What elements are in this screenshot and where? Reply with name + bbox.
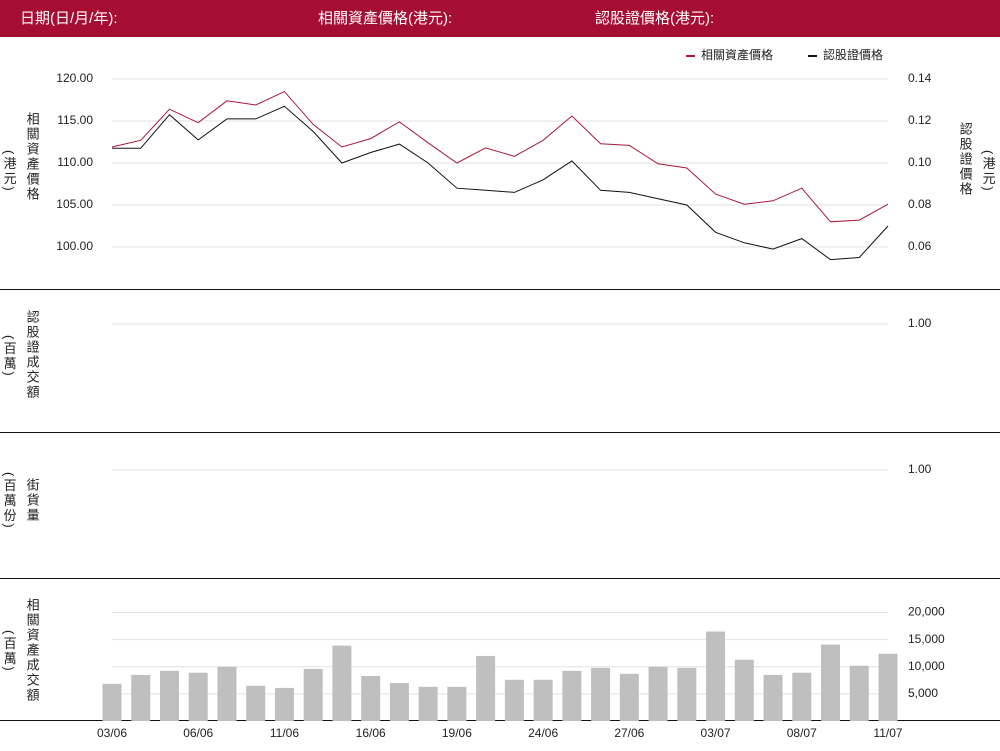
bar — [303, 668, 323, 721]
y2-tick-label: 0.12 — [908, 113, 932, 127]
x-tick-label: 03/06 — [97, 726, 127, 740]
y2-axis-unit: (港元) — [981, 150, 996, 193]
underlying-label: 相關資產價格(港元): — [318, 10, 452, 27]
bar — [821, 644, 841, 721]
y-tick-label: 1.00 — [908, 316, 932, 330]
bar — [447, 686, 467, 721]
bar — [763, 674, 783, 721]
y-tick-label: 105.00 — [56, 197, 93, 211]
bar — [734, 659, 754, 721]
bar — [849, 665, 869, 721]
x-tick-label: 03/07 — [701, 726, 731, 740]
bar — [361, 675, 381, 721]
x-tick-label: 24/06 — [528, 726, 558, 740]
date-label: 日期(日/月/年): — [20, 10, 118, 27]
bar — [418, 686, 438, 721]
x-tick-label: 19/06 — [442, 726, 472, 740]
y-tick-label: 10,000 — [908, 659, 945, 673]
header-bar — [0, 0, 1000, 37]
y-tick-label: 115.00 — [57, 113, 93, 127]
bar — [188, 672, 208, 721]
y-axis-unit: (百萬) — [2, 335, 17, 378]
y-tick-label: 120.00 — [56, 71, 93, 85]
y-tick-label: 1.00 — [908, 462, 932, 476]
bar — [619, 673, 639, 721]
x-tick-label: 27/06 — [614, 726, 644, 740]
y-axis-unit: (百萬) — [2, 630, 17, 673]
y-axis-unit: (百萬份) — [2, 472, 17, 530]
y-tick-label: 20,000 — [908, 605, 945, 619]
line-series — [112, 105, 889, 261]
bar — [102, 683, 122, 721]
x-tick-label: 11/06 — [270, 726, 299, 740]
legend-label: 認股證價格 — [823, 47, 883, 62]
bar — [131, 674, 151, 721]
warrant-label: 認股證價格(港元): — [595, 10, 714, 27]
y-tick-label: 100.00 — [56, 239, 93, 253]
bar — [878, 653, 898, 721]
bar — [648, 666, 668, 721]
bar — [159, 670, 179, 721]
y-tick-label: 5,000 — [908, 686, 938, 700]
legend-label: 相關資產價格 — [701, 47, 773, 62]
y2-tick-label: 0.06 — [908, 239, 932, 253]
bar — [274, 687, 294, 721]
line-series — [111, 90, 889, 223]
bar — [706, 631, 726, 721]
y2-tick-label: 0.10 — [908, 155, 932, 169]
y2-tick-label: 0.08 — [908, 197, 932, 211]
bar — [591, 667, 611, 721]
bar — [246, 685, 266, 721]
bar — [562, 670, 582, 721]
bar — [476, 655, 496, 721]
x-tick-label: 11/07 — [873, 726, 902, 740]
y2-tick-label: 0.14 — [908, 71, 932, 85]
bar — [533, 679, 553, 721]
bar — [217, 666, 237, 721]
y2-axis-title: 認股證價格 — [958, 121, 973, 197]
x-tick-label: 08/07 — [787, 726, 817, 740]
bar — [677, 667, 697, 721]
y-axis-title: 認股證成交額 — [25, 309, 40, 400]
x-tick-label: 06/06 — [183, 726, 213, 740]
bar — [332, 645, 352, 721]
y-axis-title: 街貨量 — [25, 478, 40, 523]
y-axis-unit: (港元) — [2, 150, 17, 193]
y-tick-label: 110.00 — [57, 155, 93, 169]
bar — [504, 679, 524, 721]
x-tick-label: 16/06 — [356, 726, 386, 740]
y-tick-label: 15,000 — [908, 632, 945, 646]
y-axis-title: 相關資產價格 — [25, 112, 40, 202]
bar — [389, 683, 409, 721]
y-axis-title: 相關資產成交額 — [25, 598, 40, 703]
bar — [792, 672, 812, 721]
